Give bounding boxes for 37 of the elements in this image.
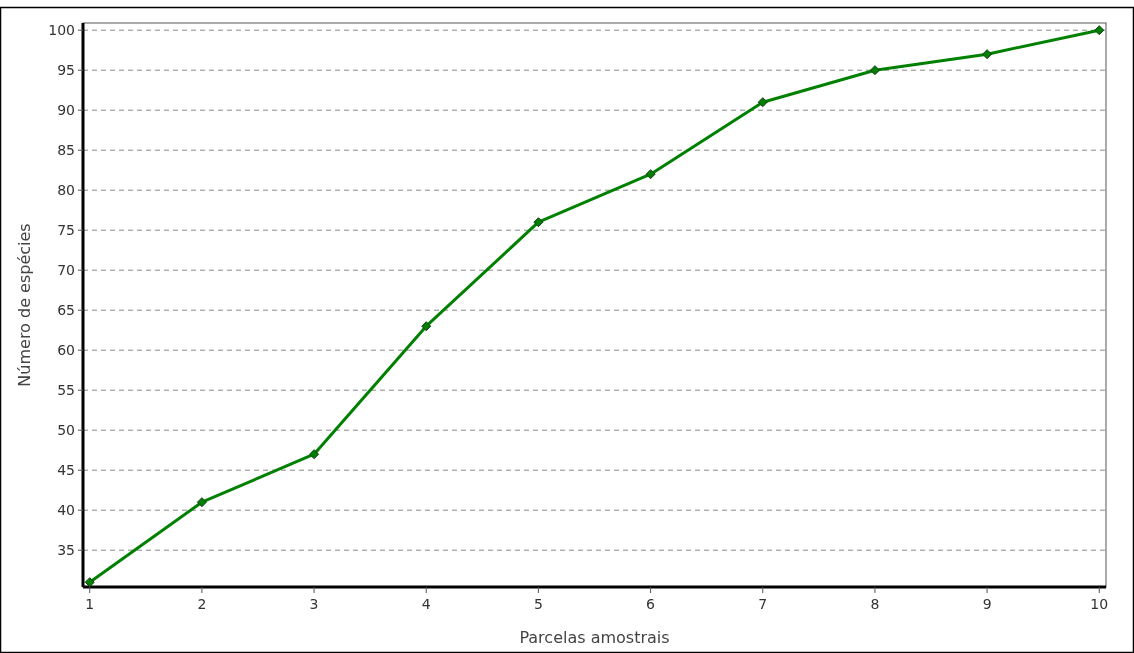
- x-tick-label: 7: [758, 596, 768, 612]
- y-tick-label: 90: [57, 102, 75, 119]
- point: [757, 97, 768, 108]
- y-tick-label: 45: [57, 462, 75, 479]
- y-tick-label: 40: [57, 502, 75, 519]
- x-tick-label: 1: [85, 596, 95, 612]
- y-axis-title: Número de espécies: [15, 223, 34, 387]
- x-tick-label: 2: [197, 596, 207, 612]
- point: [869, 65, 880, 76]
- point: [1094, 25, 1105, 36]
- x-tick-label: 3: [309, 596, 319, 612]
- point: [84, 577, 95, 588]
- point: [533, 217, 544, 228]
- x-tick-label: 5: [533, 596, 543, 612]
- x-axis-title: Parcelas amostrais: [519, 628, 670, 647]
- line-series: [84, 25, 1105, 588]
- y-tick-label: 55: [57, 382, 75, 399]
- y-tick-label: 70: [57, 262, 75, 279]
- x-tick-label: 10: [1090, 596, 1109, 612]
- y-tick-label: 85: [57, 142, 75, 159]
- y-tick-label: 80: [57, 182, 75, 199]
- point: [982, 49, 993, 60]
- point: [309, 449, 320, 460]
- y-tick-label: 65: [57, 302, 75, 319]
- y-tick-label: 50: [57, 422, 75, 439]
- y-tick-label: 75: [57, 222, 75, 239]
- x-tick-label: 9: [982, 596, 992, 612]
- x-tick-label: 6: [646, 596, 656, 612]
- x-tick-label: 4: [421, 596, 431, 612]
- point: [421, 321, 432, 332]
- y-tick-label: 95: [57, 62, 75, 79]
- point: [196, 497, 207, 508]
- x-tick-label: 8: [870, 596, 880, 612]
- y-tick-label: 35: [57, 542, 75, 559]
- y-tick-label: 60: [57, 342, 75, 359]
- y-tick-label: 100: [48, 22, 75, 39]
- point: [645, 169, 656, 180]
